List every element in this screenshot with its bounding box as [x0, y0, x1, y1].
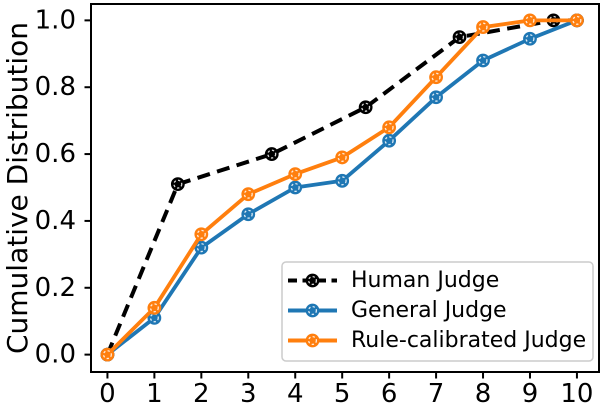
marker-inner-ring — [337, 176, 347, 186]
marker-inner-ring — [525, 15, 535, 25]
marker-inner-ring — [196, 229, 206, 239]
marker-inner-ring — [525, 34, 535, 44]
plot-spines — [90, 3, 600, 373]
y-tick-label: 0.6 — [35, 139, 76, 169]
marker-inner-ring — [478, 55, 488, 66]
marker-inner-ring — [361, 102, 371, 112]
y-tick-label: 0.4 — [35, 206, 76, 236]
marker-inner-ring — [307, 275, 318, 286]
y-tick-label: 0.2 — [35, 273, 76, 303]
marker-inner-ring — [455, 32, 465, 42]
y-axis-label: Cumulative Distribution — [1, 22, 34, 354]
legend: Human Judge General Judge Rule-calibrated … — [281, 261, 594, 362]
y-tick-label: 0.8 — [35, 72, 76, 102]
axes: 0 1 2 3 4 5 6 7 8 9 10 0.0 0.2 0.4 0.6 0.8 1.0 — [35, 5, 594, 406]
legend-box — [281, 261, 594, 362]
x-tick-label: 10 — [560, 379, 593, 406]
x-tick-label: 9 — [522, 379, 539, 406]
marker-inner-ring — [149, 313, 159, 323]
marker-inner-ring — [307, 305, 318, 316]
x-tick-label: 4 — [287, 379, 304, 406]
y-tick-label: 0.0 — [35, 340, 76, 370]
marker-inner-ring — [243, 209, 253, 219]
marker-inner-ring — [102, 350, 112, 360]
legend-label: Rule-calibrated Judge — [351, 328, 586, 353]
x-tick-label: 3 — [240, 379, 257, 406]
marker-inner-ring — [384, 136, 394, 146]
marker-inner-ring — [290, 182, 300, 193]
marker-inner-ring — [267, 149, 277, 159]
x-tick-label: 1 — [146, 379, 163, 406]
marker-inner-ring — [243, 189, 253, 199]
legend-item-rule-calibrated-judge: Rule-calibrated Judge — [288, 328, 586, 353]
legend-label: General Judge — [351, 298, 507, 323]
marker-inner-ring — [572, 15, 582, 25]
legend-item-general-judge: General Judge — [288, 298, 507, 323]
marker-inner-ring — [337, 152, 347, 162]
legend-item-human-judge: Human Judge — [288, 268, 499, 293]
marker-inner-ring — [384, 122, 394, 132]
marker-inner-ring — [431, 72, 441, 82]
marker-inner-ring — [431, 92, 441, 102]
marker-inner-ring — [149, 303, 159, 313]
x-tick-label: 5 — [334, 379, 351, 406]
x-tick-label: 7 — [428, 379, 445, 406]
x-tick-label: 8 — [475, 379, 492, 406]
marker-inner-ring — [173, 179, 183, 189]
marker-inner-ring — [290, 169, 300, 179]
marker-inner-ring — [478, 22, 488, 32]
x-tick-label: 2 — [193, 379, 210, 406]
x-tick-label: 6 — [381, 379, 398, 406]
marker-inner-ring — [307, 335, 318, 346]
y-tick-label: 1.0 — [35, 5, 76, 35]
x-tick-label: 0 — [99, 379, 116, 406]
legend-label: Human Judge — [351, 268, 499, 293]
marker-inner-ring — [196, 243, 206, 253]
series-rule-calibrated-judge — [100, 13, 584, 362]
